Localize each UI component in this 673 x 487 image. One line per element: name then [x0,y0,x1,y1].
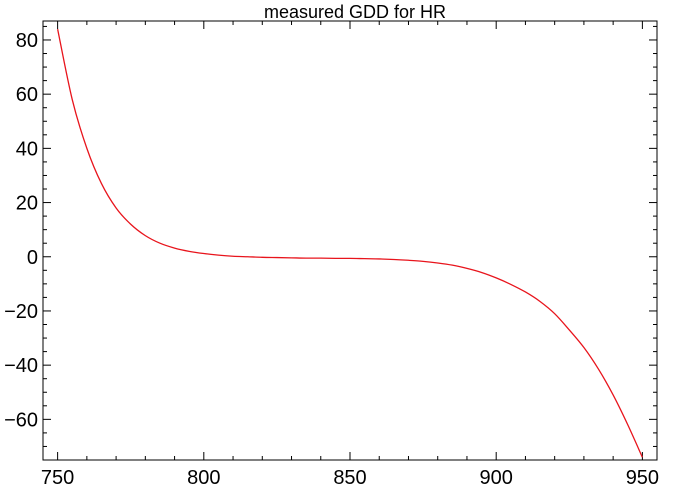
y-tick-label: −20 [4,301,38,323]
y-tick-label: 20 [16,193,38,215]
y-tick-label: 80 [16,30,38,52]
y-tick-label: 40 [16,138,38,160]
series-group [56,28,643,458]
plot-frame [42,20,658,461]
y-axis: −60 −40 −20 0 20 40 60 80 [4,25,657,447]
chart-title: measured GDD for HR [264,2,446,22]
x-tick-label: 800 [187,467,220,487]
x-tick-label: 900 [480,467,513,487]
y-tick-label: −60 [4,409,38,431]
x-tick-label: 750 [41,467,74,487]
y-tick-label: 60 [16,84,38,106]
x-axis: 750 800 850 900 950 [41,21,659,487]
x-tick-label: 850 [333,467,366,487]
x-tick-label: 950 [626,467,659,487]
y-tick-label: −40 [4,355,38,377]
gdd-series-line [56,28,643,458]
y-tick-label: 0 [27,247,38,269]
